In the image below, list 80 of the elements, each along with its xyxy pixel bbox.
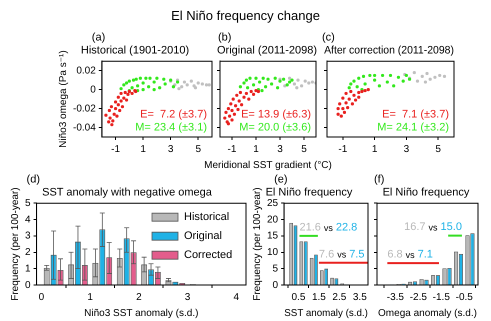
- y-tick-label: 10: [267, 247, 279, 258]
- y-tick-label: 20: [267, 214, 279, 226]
- x-tick-label: 1: [140, 144, 146, 155]
- text: (e): [274, 174, 288, 186]
- y-tick-label: 0.02: [76, 65, 96, 76]
- x-tick-label: 0: [38, 292, 45, 303]
- annotation: 7.1: [418, 248, 433, 261]
- annotation: M= 23.4 (±3.1): [135, 122, 207, 134]
- y-tick-label: -0.02: [72, 103, 96, 114]
- x-tick-label: -2.5: [410, 292, 428, 303]
- x-tick-label: -1: [228, 144, 237, 155]
- annotation: M= 20.0 (±3.6): [239, 122, 311, 134]
- x-tick-label: 5: [435, 144, 442, 155]
- x-tick-label: -1.5: [432, 292, 450, 303]
- x-tick-label: -1: [111, 144, 120, 155]
- annotation: E= 7.2 (±3.7): [140, 108, 207, 121]
- chart-title: El Niño frequency: [266, 186, 353, 199]
- chart-title: SST anomaly with negative omega: [42, 186, 213, 199]
- x-tick-label: 1: [372, 144, 378, 155]
- annotation: vs: [324, 222, 334, 233]
- annotation: E= 13.9 (±6.3): [241, 108, 311, 121]
- x-tick-label: 3.5: [352, 292, 368, 303]
- legend-label: Corrected: [184, 249, 232, 262]
- x-tick-label: 1: [253, 144, 260, 155]
- y-axis-title: Niño3 omega (Pa s⁻¹): [58, 50, 69, 148]
- x-tick-label: -0.5: [456, 292, 474, 303]
- annotation: 7.5: [349, 248, 364, 260]
- x-axis-title: Omega anomaly (s.d.): [378, 308, 477, 319]
- x-tick-label: 5: [301, 144, 308, 155]
- text: (d): [26, 174, 40, 186]
- y-tick-label: 4: [25, 214, 31, 226]
- y-tick-label: 0: [272, 280, 279, 291]
- y-tick-label: 0: [90, 84, 96, 96]
- x-tick-label: 2: [136, 292, 142, 303]
- y-tick-label: 5: [25, 198, 31, 209]
- annotation: vs: [406, 250, 416, 260]
- annotation: 21.6: [299, 221, 321, 234]
- y-axis-title: Frequency (per 100-year): [10, 187, 21, 301]
- annotation: 16.7: [404, 221, 426, 234]
- x-tick-label: 4: [233, 292, 240, 303]
- text: (f): [374, 174, 384, 186]
- annotation: 7.6: [318, 248, 334, 260]
- annotation: 15.0: [440, 221, 462, 234]
- annotation: 6.8: [387, 248, 403, 261]
- x-axis-title: Niño3 SST anomaly (s.d.): [84, 308, 198, 319]
- text: (c): [322, 32, 335, 44]
- annotation: vs: [428, 222, 438, 233]
- y-tick-label: 15: [267, 230, 279, 242]
- x-tick-label: 5: [195, 144, 202, 155]
- y-tick-label: -0.04: [72, 122, 96, 134]
- x-tick-label: -1: [338, 144, 348, 155]
- annotation: E= 7.1 (±3.7): [382, 108, 449, 121]
- x-tick-label: 3: [168, 144, 174, 155]
- x-tick-label: 3: [404, 144, 410, 155]
- text: (a): [92, 32, 106, 44]
- text: El Niño frequency change: [170, 8, 321, 23]
- y-tick-label: 25: [267, 198, 279, 209]
- x-axis-title: SST anomaly (s.d.): [284, 308, 368, 319]
- chart-title: El Niño frequency: [382, 186, 470, 199]
- annotation: M= 24.1 (±3.2): [377, 122, 449, 134]
- legend-label: Original: [184, 230, 222, 242]
- x-tick-label: 3: [184, 292, 191, 303]
- annotation: 22.8: [336, 221, 358, 234]
- x-tick-label: 0.5: [291, 292, 306, 303]
- x-axis-title: Meridional SST gradient (°C): [203, 160, 333, 171]
- y-tick-label: 2: [25, 247, 31, 258]
- x-tick-label: 1.5: [312, 292, 326, 303]
- y-axis-title: Frequency (per 100-year): [252, 187, 263, 301]
- legend-label: Historical: [184, 211, 230, 224]
- y-tick-label: 0: [25, 280, 31, 291]
- x-tick-label: -3.5: [386, 292, 404, 303]
- y-tick-label: 5: [272, 263, 279, 274]
- y-tick-label: 1: [25, 263, 31, 274]
- chart-title: After correction (2011-2098): [324, 44, 454, 57]
- x-tick-label: 2.5: [332, 292, 347, 303]
- chart-title: Historical (1901-2010): [80, 44, 190, 57]
- chart-title: Original (2011-2098): [216, 44, 318, 57]
- text: (b): [218, 32, 232, 44]
- y-tick-label: 3: [25, 230, 31, 242]
- annotation: vs: [337, 250, 347, 260]
